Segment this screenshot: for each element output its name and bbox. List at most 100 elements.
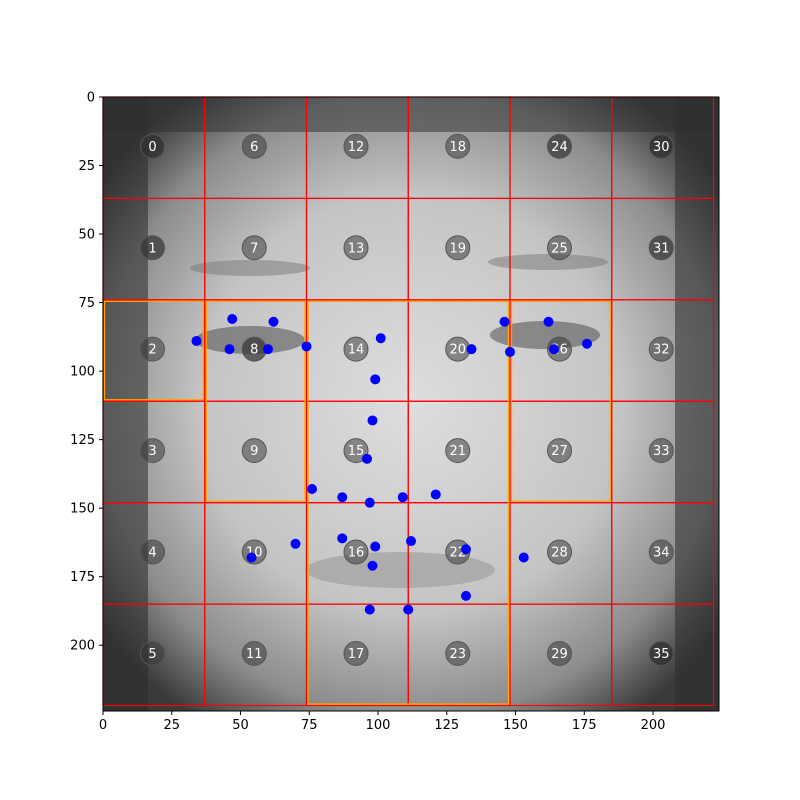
cell-marker (343, 539, 369, 565)
landmark-point (364, 604, 375, 615)
cell-marker-label: 14 (348, 343, 365, 358)
y-tick-label: 150 (70, 502, 95, 517)
cell-marker (343, 336, 369, 362)
x-tick-label: 100 (366, 718, 391, 733)
landmark-point (337, 533, 348, 544)
cell-marker-label: 12 (348, 140, 365, 155)
landmark-point (337, 492, 348, 503)
x-tick-label: 0 (99, 718, 107, 733)
landmark-point (549, 344, 559, 355)
cell-marker (241, 235, 267, 261)
highlight-box (103, 300, 204, 401)
x-tick-label: 150 (503, 718, 528, 733)
cell-marker (648, 539, 674, 565)
landmark-point (290, 538, 301, 549)
landmark-point (461, 590, 471, 601)
cell-marker-label: 34 (653, 546, 670, 561)
cell-marker (547, 336, 572, 362)
cell-marker-label: 17 (348, 647, 365, 662)
cell-marker-label: 1 (148, 241, 156, 256)
cell-marker-label: 23 (449, 647, 466, 662)
cell-marker (343, 133, 369, 159)
cell-marker (445, 133, 471, 159)
x-tick-label: 75 (301, 718, 318, 733)
x-axis: 0 25 50 75 100 125 150 175 200 (99, 711, 666, 733)
landmark-point (375, 333, 386, 344)
cell-marker-label: 3 (148, 444, 156, 459)
axes-frame (102, 96, 720, 712)
y-tick-label: 50 (78, 228, 95, 243)
cell-marker (547, 640, 572, 666)
cell-marker (547, 235, 572, 261)
cell-marker (648, 640, 674, 666)
landmark-point (307, 483, 317, 494)
cell-marker (140, 438, 165, 464)
grid-cell (611, 603, 715, 707)
cell-marker (343, 640, 369, 666)
landmark-points (191, 314, 592, 615)
cell-marker-label: 33 (653, 444, 670, 459)
cell-marker-label: 2 (148, 343, 156, 358)
cell-markers: 0 6 12 18 24 301 7 13 19 25 312 8 14 20 26 323 9 15 21 27 33… (140, 133, 674, 666)
x-tick-label: 25 (163, 718, 180, 733)
landmark-point (301, 341, 312, 352)
landmark-point (466, 344, 477, 355)
highlight-box (205, 300, 306, 502)
highlight-box (510, 300, 611, 502)
y-tick-label: 125 (70, 433, 95, 448)
landmark-point (364, 497, 375, 508)
landmark-point (370, 374, 381, 385)
x-tick-label: 125 (434, 718, 459, 733)
cell-marker-label: 25 (551, 241, 568, 256)
cell-marker (547, 133, 572, 159)
cell-marker (648, 438, 674, 464)
landmark-point (518, 552, 529, 563)
x-tick-label: 200 (641, 718, 666, 733)
face-photo (103, 97, 719, 711)
x-tick-label: 50 (232, 718, 249, 733)
cell-marker-label: 8 (250, 343, 258, 358)
cell-marker-label: 28 (551, 546, 568, 561)
cell-marker-label: 32 (653, 343, 670, 358)
cell-marker-label: 29 (551, 647, 568, 662)
cell-marker (140, 539, 165, 565)
cell-marker (343, 235, 369, 261)
landmark-point (224, 344, 235, 355)
landmark-point (499, 316, 510, 327)
landmark-point (246, 552, 257, 563)
cell-marker-label: 27 (551, 444, 568, 459)
cell-marker-label: 15 (348, 444, 365, 459)
cell-marker-label: 16 (348, 546, 365, 561)
cell-marker-label: 0 (148, 140, 156, 155)
landmark-point (461, 544, 471, 555)
landmark-point (367, 415, 378, 426)
landmark-point (191, 335, 202, 346)
cell-marker-label: 20 (449, 343, 466, 358)
cell-marker-label: 9 (250, 444, 258, 459)
landmark-point (543, 316, 554, 327)
cell-marker-label: 30 (653, 140, 670, 155)
highlight-box (307, 300, 510, 705)
landmark-point (227, 314, 238, 325)
y-tick-label: 75 (78, 296, 95, 311)
landmark-point (263, 344, 273, 355)
landmark-point (406, 536, 416, 547)
cell-marker-label: 4 (148, 546, 156, 561)
cell-marker (648, 133, 674, 159)
landmark-point (397, 492, 408, 503)
y-tick-label: 0 (87, 91, 95, 106)
x-tick-label: 175 (572, 718, 597, 733)
cell-marker (547, 438, 572, 464)
cell-marker-label: 11 (246, 647, 263, 662)
cell-marker (241, 438, 267, 464)
highlight-boxes (103, 300, 611, 705)
cell-marker-label: 13 (348, 241, 365, 256)
cell-marker-label: 7 (250, 241, 258, 256)
landmark-point (268, 316, 279, 327)
landmark-point (403, 604, 414, 615)
y-tick-label: 175 (70, 570, 95, 585)
landmark-point (430, 489, 441, 500)
cell-marker-label: 35 (653, 647, 670, 662)
cell-marker-label: 24 (551, 140, 568, 155)
